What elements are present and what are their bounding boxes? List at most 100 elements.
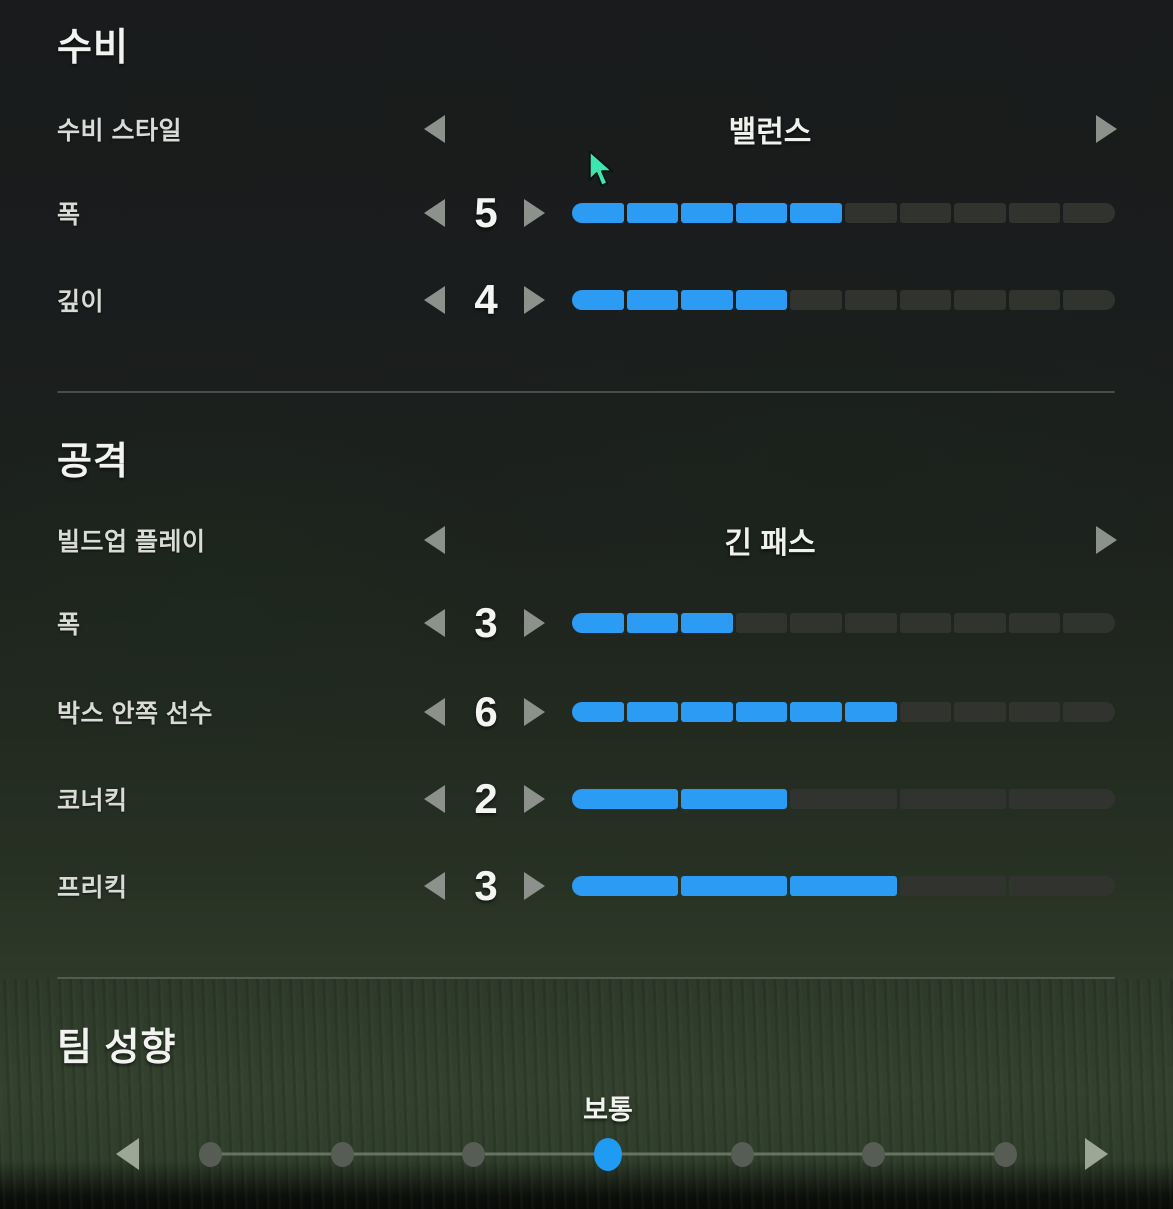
bar-segment-filled (626, 290, 679, 310)
slider-dot[interactable] (462, 1141, 486, 1167)
segment-bar-attack-width (572, 613, 1115, 633)
stepper-value-defense-width: 5 (474, 189, 498, 236)
arrow-left-icon[interactable] (424, 872, 445, 900)
row-defense-width: 폭 5 (0, 189, 1173, 236)
bar-segment-empty (1008, 876, 1116, 896)
bar-segment-filled (681, 789, 788, 809)
arrow-right-icon[interactable] (524, 199, 545, 227)
stepper-value-free-kicks: 3 (474, 862, 498, 909)
bar-segment-empty (899, 613, 952, 633)
bar-segment-filled (790, 203, 842, 223)
row-defense-style: 수비 스타일 밸런스 (0, 107, 1173, 151)
arrow-right-icon[interactable] (524, 609, 545, 637)
slider-dot[interactable] (862, 1141, 886, 1167)
bar-segment-empty (1008, 290, 1061, 310)
arrow-right-icon[interactable] (524, 785, 545, 813)
stepper-value-corner-kicks: 2 (474, 775, 498, 822)
section-divider (57, 977, 1115, 979)
bar-segment-filled (735, 702, 788, 722)
bar-segment-filled (572, 702, 624, 722)
arrow-right-icon[interactable] (1085, 1138, 1108, 1170)
row-label-players-in-box: 박스 안쪽 선수 (57, 700, 213, 728)
bar-segment-filled (844, 702, 897, 722)
segment-bar-free-kicks (572, 876, 1116, 896)
bar-segment-filled (735, 290, 788, 310)
row-label-free-kicks: 프리킥 (57, 874, 128, 902)
row-buildup-play: 빌드업 플레이 긴 패스 (0, 518, 1173, 562)
row-players-in-box: 박스 안쪽 선수 6 (0, 688, 1173, 735)
row-label-defense-width: 폭 (57, 201, 81, 229)
arrow-right-icon[interactable] (1096, 115, 1117, 143)
row-defense-depth: 깊이 4 (0, 276, 1173, 323)
bar-segment-filled (572, 613, 624, 633)
slider-dot-selected[interactable] (593, 1137, 622, 1171)
bar-segment-empty (954, 702, 1006, 722)
bar-segment-empty (1063, 702, 1115, 722)
mouse-cursor (588, 150, 614, 187)
row-label-attack-width: 폭 (57, 611, 81, 639)
bar-segment-filled (681, 203, 733, 223)
segment-bar-defense-depth (572, 290, 1115, 310)
bar-segment-filled (681, 876, 788, 896)
arrow-left-icon[interactable] (424, 785, 445, 813)
arrow-left-icon[interactable] (424, 526, 445, 554)
arrow-left-icon[interactable] (424, 199, 445, 227)
row-attack-width: 폭 3 (0, 599, 1173, 646)
slider-value-label: 보통 (583, 1095, 633, 1125)
bar-segment-filled (626, 613, 679, 633)
stepper-value-players-in-box: 6 (474, 688, 498, 735)
bar-segment-empty (954, 203, 1006, 223)
bar-segment-empty (1008, 702, 1061, 722)
slider-dot[interactable] (199, 1141, 222, 1167)
section-title-defense: 수비 (57, 27, 129, 69)
bar-segment-empty (899, 789, 1006, 809)
stepper-value-attack-width: 3 (474, 599, 498, 646)
arrow-right-icon[interactable] (524, 698, 545, 726)
bar-segment-filled (681, 290, 733, 310)
bar-segment-empty (954, 613, 1006, 633)
arrow-right-icon[interactable] (524, 286, 545, 314)
stepper-value-defense-depth: 4 (474, 276, 498, 323)
segment-bar-players-in-box (572, 702, 1115, 722)
arrow-right-icon[interactable] (524, 872, 545, 900)
arrow-left-icon[interactable] (424, 286, 445, 314)
section-title-mentality: 팀 성향 (57, 1027, 177, 1069)
bar-segment-filled (626, 702, 679, 722)
selected-option-defense-style: 밸런스 (728, 116, 812, 149)
arrow-right-icon[interactable] (1096, 526, 1117, 554)
mentality-slider-dots (199, 1131, 1017, 1177)
selected-option-buildup-play: 긴 패스 (724, 527, 816, 560)
bar-segment-empty (790, 613, 842, 633)
mentality-slider (0, 1131, 1173, 1177)
section-title-attack: 공격 (57, 441, 129, 483)
row-label-defense-style: 수비 스타일 (57, 117, 182, 145)
bar-segment-filled (790, 702, 842, 722)
bar-segment-filled (681, 613, 733, 633)
segment-bar-defense-width (572, 203, 1115, 223)
arrow-left-icon[interactable] (424, 609, 445, 637)
bar-segment-empty (1063, 613, 1115, 633)
bar-segment-empty (899, 876, 1006, 896)
bar-segment-filled (572, 876, 679, 896)
row-free-kicks: 프리킥 3 (0, 862, 1173, 909)
bar-segment-filled (572, 203, 624, 223)
slider-dot[interactable] (730, 1141, 754, 1167)
slider-dot[interactable] (330, 1141, 354, 1167)
arrow-left-icon[interactable] (424, 698, 445, 726)
bar-segment-filled (681, 702, 733, 722)
bar-segment-empty (954, 290, 1006, 310)
row-corner-kicks: 코너킥 2 (0, 775, 1173, 822)
bar-segment-empty (1063, 290, 1115, 310)
bar-segment-empty (790, 290, 842, 310)
arrow-left-icon[interactable] (116, 1138, 139, 1170)
arrow-left-icon[interactable] (424, 115, 445, 143)
bar-segment-empty (790, 789, 897, 809)
row-label-corner-kicks: 코너킥 (57, 787, 128, 815)
slider-dot[interactable] (993, 1141, 1017, 1167)
bar-segment-empty (899, 702, 952, 722)
bar-segment-empty (1008, 789, 1116, 809)
section-divider (57, 391, 1115, 393)
bar-segment-filled (790, 876, 897, 896)
bar-segment-empty (735, 613, 788, 633)
